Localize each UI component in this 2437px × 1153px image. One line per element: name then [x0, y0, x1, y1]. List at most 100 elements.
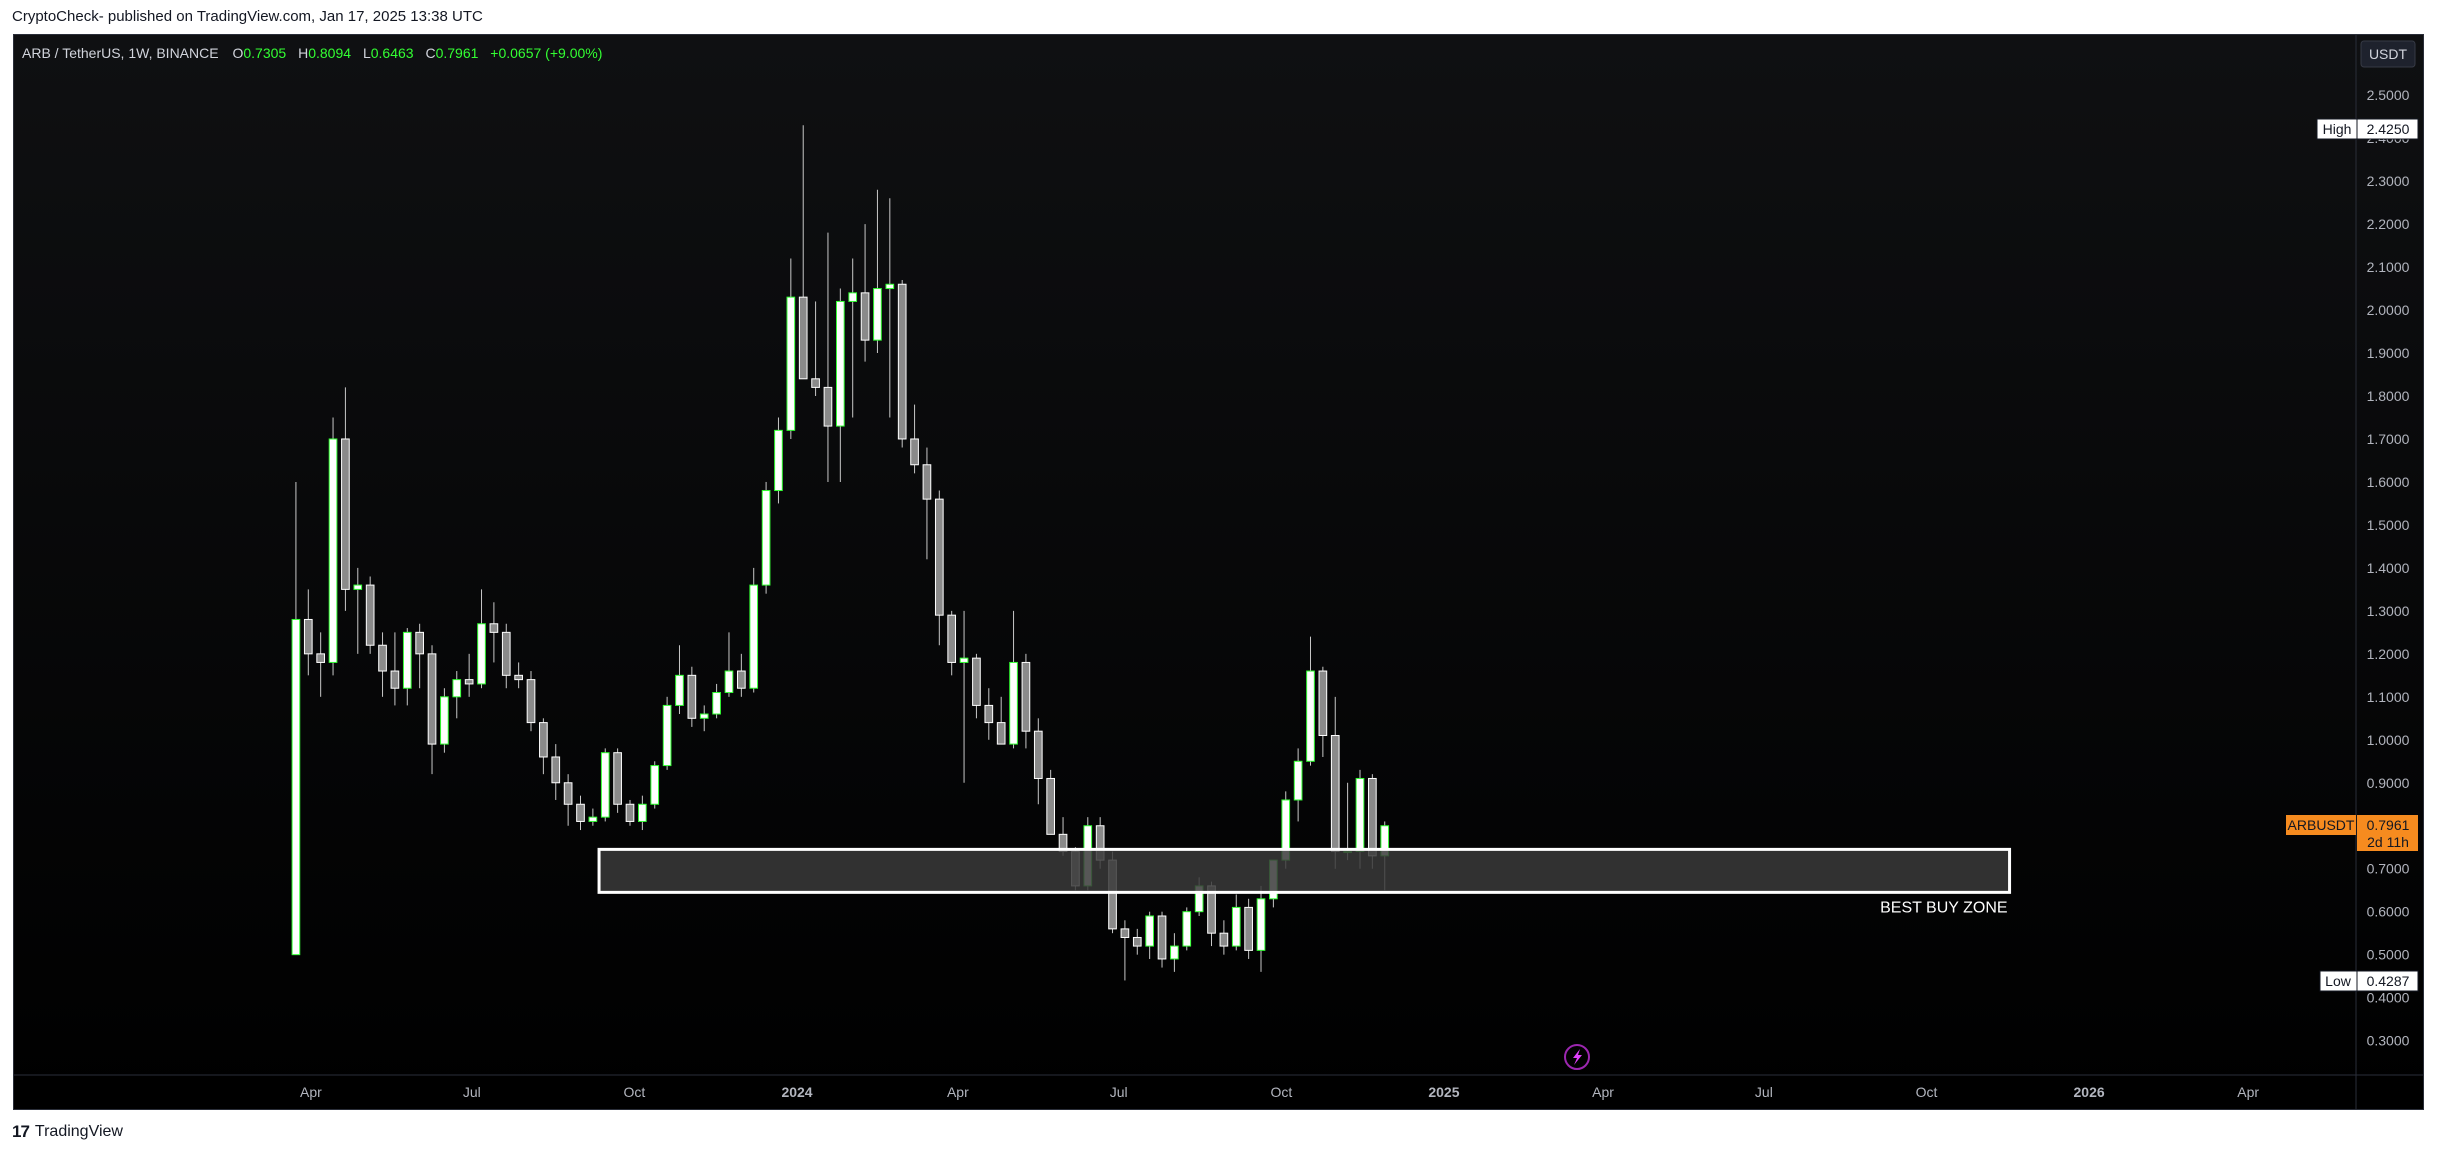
- candle: [972, 653, 981, 719]
- y-tick-label: 1.1000: [2367, 689, 2410, 705]
- candle-body-bear: [860, 292, 870, 341]
- price-axis[interactable]: 0.30000.40000.50000.60000.70000.80000.90…: [2367, 87, 2410, 1048]
- candle-body-bull: [452, 679, 462, 698]
- candle-body-bear: [625, 803, 635, 822]
- candle: [415, 623, 424, 689]
- y-tick-label: 1.7000: [2367, 431, 2410, 447]
- y-tick-label: 1.9000: [2367, 345, 2410, 361]
- lightning-icon[interactable]: [1564, 1044, 1590, 1070]
- candle: [737, 653, 746, 697]
- legend-close-label: C: [425, 45, 435, 61]
- price-tag: 0.7961: [2367, 817, 2410, 833]
- candle: [440, 688, 449, 753]
- x-tick-label: Apr: [1592, 1084, 1614, 1100]
- candle: [922, 447, 932, 560]
- candle: [675, 645, 684, 715]
- candle-body-bull: [749, 584, 759, 689]
- candle-body-bull: [848, 292, 858, 302]
- y-tick-label: 2.2000: [2367, 216, 2410, 232]
- candle: [873, 189, 882, 354]
- tradingview-logo-icon: 17: [12, 1122, 30, 1141]
- candle-body-bull: [1170, 945, 1179, 960]
- candle: [749, 567, 759, 693]
- high-tag-label: High: [2323, 121, 2352, 137]
- candle: [699, 705, 709, 732]
- candle: [724, 632, 734, 697]
- candle-body-bull: [724, 670, 734, 694]
- legend-low-label: L: [363, 45, 371, 61]
- legend-open-label: O: [232, 45, 243, 61]
- candle-body-bull: [291, 618, 301, 956]
- candle-body-bear: [563, 782, 573, 805]
- candle: [539, 718, 548, 775]
- candle-body-bull: [440, 696, 449, 745]
- candle: [774, 417, 783, 504]
- candle: [365, 576, 375, 654]
- attribution-header: CryptoCheck- published on TradingView.co…: [12, 8, 483, 25]
- candle: [625, 799, 635, 826]
- candle: [1021, 653, 1031, 749]
- candle-body-bear: [984, 704, 994, 724]
- buy-zone-layer: BEST BUY ZONE: [597, 847, 2012, 916]
- candle: [934, 490, 944, 646]
- candle-body-bear: [1318, 670, 1328, 736]
- chart-frame[interactable]: [13, 34, 2424, 1110]
- candle: [1244, 898, 1253, 959]
- candle-body-bear: [526, 679, 536, 724]
- candle: [650, 761, 660, 809]
- candle: [1170, 933, 1179, 972]
- legend-close-value: 0.7961: [436, 45, 479, 61]
- x-tick-label: Oct: [1916, 1084, 1938, 1100]
- y-tick-label: 0.9000: [2367, 775, 2410, 791]
- candle-body-bear: [1033, 730, 1043, 779]
- time-axis[interactable]: Apr Jul Oct 2024 Apr Jul Oct 2025 Apr Jul Oct 2026 A…: [300, 1084, 2259, 1100]
- y-tick-label: 1.5000: [2367, 517, 2410, 533]
- candle-body-bear: [1046, 777, 1056, 835]
- candle: [984, 688, 994, 740]
- candle-body-bull: [402, 631, 412, 689]
- candle: [959, 610, 969, 783]
- candle: [551, 744, 561, 800]
- candle: [1182, 907, 1192, 951]
- candle: [1256, 885, 1266, 972]
- candle-body-bull: [1231, 906, 1241, 947]
- candle-body-bear: [1330, 734, 1340, 853]
- legend-line: ARB / TetherUS, 1W, BINANCE O0.7305 H0.8…: [22, 45, 602, 61]
- candle: [316, 632, 326, 697]
- candle-body-bear: [798, 296, 808, 380]
- x-tick-label: Apr: [947, 1084, 969, 1100]
- candle: [303, 589, 313, 676]
- candle-body-bear: [539, 722, 548, 758]
- candle: [761, 481, 771, 594]
- candle-body-bear: [501, 631, 511, 676]
- currency-button[interactable]: [2360, 40, 2416, 68]
- candle: [576, 795, 585, 831]
- legend-change: +0.0657 (+9.00%): [490, 45, 602, 61]
- legend-open-value: 0.7305: [243, 45, 286, 61]
- candle-body-bull: [1256, 898, 1266, 951]
- y-tick-label: 0.7000: [2367, 861, 2410, 877]
- candle: [526, 671, 536, 732]
- candle: [786, 258, 796, 439]
- x-tick-label: 2026: [2074, 1084, 2105, 1100]
- candle: [1120, 920, 1130, 981]
- candle: [798, 125, 808, 380]
- candle: [897, 279, 907, 448]
- candle: [885, 198, 895, 418]
- candle: [328, 417, 338, 676]
- candle: [402, 628, 412, 706]
- candle: [291, 481, 301, 956]
- y-tick-label: 0.4000: [2367, 990, 2410, 1006]
- candle: [848, 258, 858, 418]
- high-tag: High 2.4250: [2316, 118, 2419, 140]
- candle-body-bear: [316, 653, 326, 663]
- candle-body-bear: [1157, 915, 1167, 960]
- candle-body-bull: [588, 816, 598, 822]
- candle-body-bear: [687, 674, 697, 719]
- candle: [1318, 666, 1328, 757]
- candle: [563, 774, 573, 826]
- candle-body-bear: [922, 464, 932, 500]
- candle-body-bull: [1182, 911, 1192, 947]
- candle: [910, 404, 919, 474]
